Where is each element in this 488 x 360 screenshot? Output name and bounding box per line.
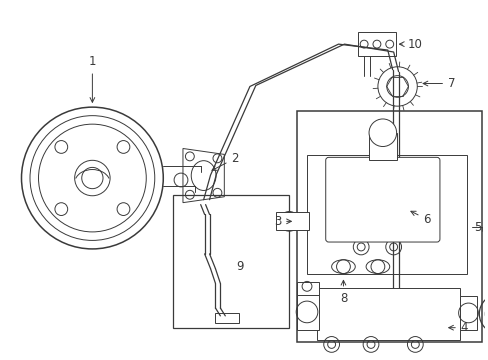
Circle shape (368, 119, 396, 147)
Bar (173, 195, 289, 328)
Bar (306, 156, 466, 274)
Bar (275, 212, 308, 230)
Text: 1: 1 (88, 55, 96, 102)
Text: 9: 9 (236, 260, 244, 273)
Bar (297, 282, 318, 295)
Text: 8: 8 (339, 280, 346, 305)
Bar (297, 111, 481, 342)
Bar (215, 313, 239, 323)
Text: 3: 3 (273, 215, 291, 228)
Text: 4: 4 (448, 321, 468, 334)
Text: 2: 2 (212, 152, 239, 170)
Bar (316, 288, 459, 339)
Text: 10: 10 (399, 38, 422, 51)
Text: 6: 6 (410, 211, 430, 226)
FancyBboxPatch shape (325, 157, 439, 242)
Bar (368, 133, 396, 160)
Bar (297, 294, 318, 330)
Text: 5: 5 (473, 221, 480, 234)
Bar (459, 296, 476, 330)
Bar (358, 32, 395, 56)
Text: 7: 7 (422, 77, 454, 90)
